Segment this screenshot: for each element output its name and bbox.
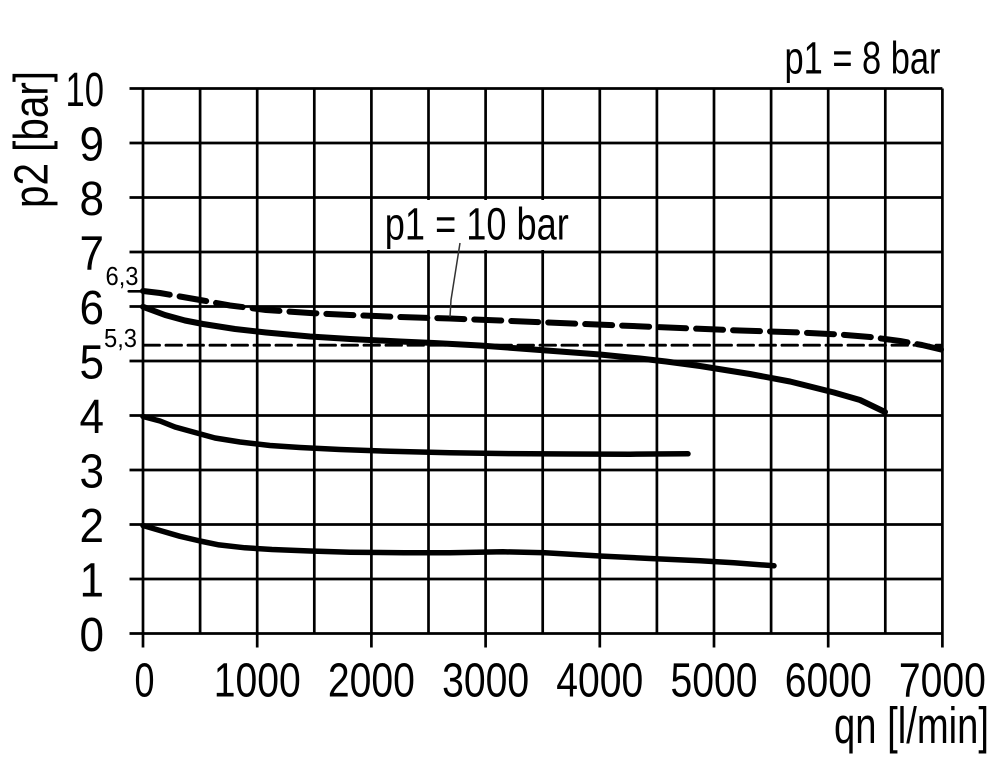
svg-text:3000: 3000 [442,654,529,707]
svg-text:5: 5 [80,336,105,389]
svg-text:1000: 1000 [214,654,301,707]
svg-text:2000: 2000 [328,654,415,707]
svg-text:6: 6 [80,282,105,335]
svg-text:2: 2 [80,500,105,553]
svg-text:10: 10 [66,64,105,117]
svg-text:6000: 6000 [785,654,872,707]
svg-text:0: 0 [135,654,155,707]
svg-text:4000: 4000 [556,654,643,707]
svg-text:5000: 5000 [671,654,758,707]
svg-text:5,3: 5,3 [104,323,137,353]
svg-text:8: 8 [80,173,105,226]
svg-text:0: 0 [80,609,105,662]
svg-text:6,3: 6,3 [106,261,139,291]
svg-text:p1 = 8 bar: p1 = 8 bar [785,32,941,83]
svg-text:7000: 7000 [899,654,986,707]
svg-text:3: 3 [80,445,105,498]
svg-text:7: 7 [80,227,105,280]
svg-text:4: 4 [80,391,105,444]
svg-text:qn [l/min]: qn [l/min] [834,697,989,754]
svg-text:p2 [bar]: p2 [bar] [6,71,59,208]
svg-text:9: 9 [80,118,105,171]
svg-text:p1 = 10 bar: p1 = 10 bar [385,199,569,250]
svg-text:1: 1 [80,554,105,607]
